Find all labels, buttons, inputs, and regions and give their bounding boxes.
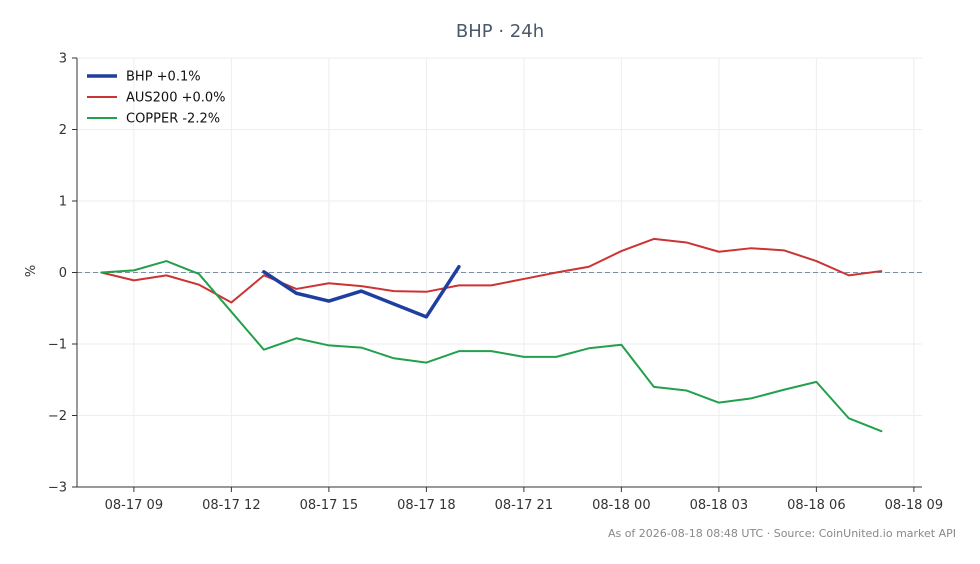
- legend-label: BHP +0.1%: [126, 70, 201, 85]
- legend-label: COPPER -2.2%: [126, 112, 220, 127]
- y-tick-label: −2: [48, 409, 67, 424]
- legend: BHP +0.1% AUS200 +0.0% COPPER -2.2%: [87, 70, 226, 127]
- series-line-bhp: [262, 265, 461, 319]
- x-tick-label: 08-17 18: [397, 498, 455, 513]
- y-tick-label: −1: [48, 338, 67, 353]
- x-tick-label: 08-18 03: [690, 498, 748, 513]
- chart-title: BHP · 24h: [456, 21, 544, 42]
- x-tick-label: 08-17 09: [105, 498, 163, 513]
- y-axis-label: %: [24, 265, 39, 277]
- x-tick-label: 08-18 09: [885, 498, 943, 513]
- legend-label: AUS200 +0.0%: [126, 91, 226, 106]
- y-tick-label: 1: [59, 195, 67, 210]
- x-tick-label: 08-17 21: [495, 498, 553, 513]
- x-tick-label: 08-18 00: [592, 498, 650, 513]
- series-lines: [100, 237, 883, 433]
- y-tick-label: 0: [59, 266, 67, 281]
- grid: [77, 57, 922, 488]
- y-tick-label: 2: [59, 123, 67, 138]
- series-line-aus200: [100, 237, 883, 304]
- x-tick-label: 08-18 06: [787, 498, 845, 513]
- footer-note: As of 2026-08-18 08:48 UTC · Source: Coi…: [608, 527, 956, 540]
- y-tick-label: −3: [48, 481, 67, 496]
- x-tick-label: 08-17 12: [202, 498, 260, 513]
- series-line-copper: [100, 260, 883, 433]
- x-tick-label: 08-17 15: [300, 498, 358, 513]
- y-tick-label: 3: [59, 52, 67, 67]
- axes: −3 −2 −1 0 1 2 3 08-17 09 08-17 12 08-17 15 08-17 …: [48, 52, 943, 514]
